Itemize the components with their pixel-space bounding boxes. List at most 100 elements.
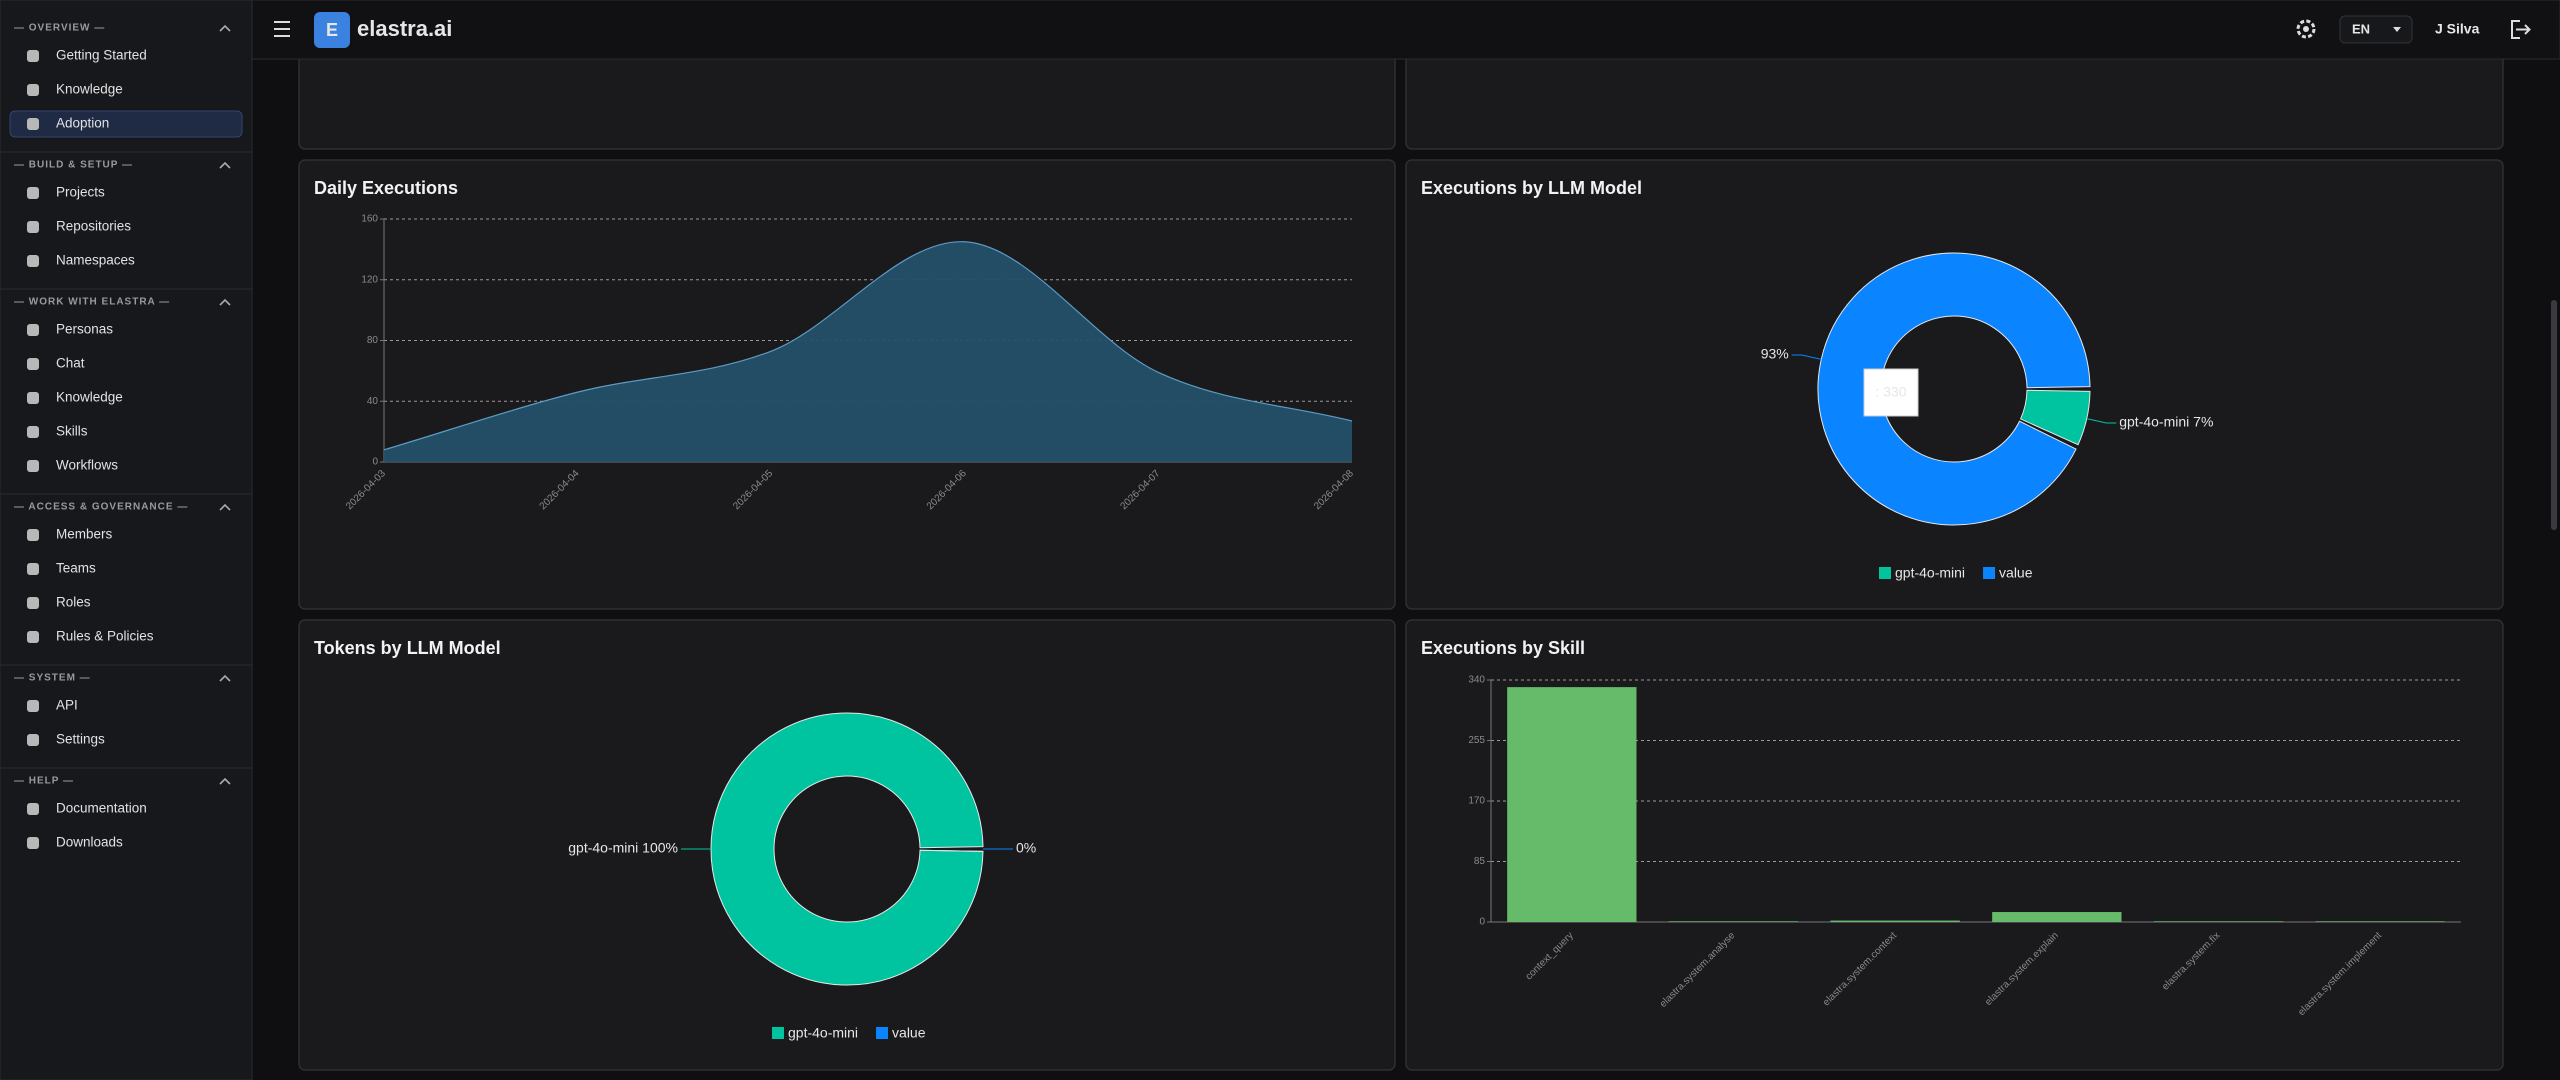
legend-label[interactable]: gpt-4o-mini (1895, 565, 1965, 581)
chart-title: Daily Executions (314, 178, 458, 198)
collapse-chevron[interactable] (219, 777, 231, 785)
nav-icon (27, 563, 39, 575)
nav-item[interactable]: Adoption (56, 116, 109, 131)
nav-icon (27, 187, 39, 199)
nav-icon (27, 700, 39, 712)
theme-toggle[interactable] (2296, 19, 2316, 39)
collapse-chevron[interactable] (219, 503, 231, 511)
logout-button[interactable] (2511, 20, 2531, 39)
nav-item[interactable]: Knowledge (56, 390, 123, 405)
tooltip-text: : 330 (1875, 384, 1906, 400)
section-title[interactable]: — WORK WITH ELASTRA — (14, 297, 170, 308)
bar (2315, 921, 2445, 922)
section-title[interactable]: — HELP — (14, 776, 74, 787)
bar (2153, 921, 2284, 922)
label-leader (1791, 354, 1822, 360)
nav-item[interactable]: Skills (56, 424, 88, 439)
legend-label[interactable]: gpt-4o-mini (788, 1025, 858, 1041)
y-tick-label: 40 (367, 396, 379, 407)
nav-icon (27, 734, 39, 746)
sidebar: — OVERVIEW — Getting Started Knowledge Adop… (0, 0, 253, 1080)
y-tick-label: 0 (1479, 917, 1485, 928)
active-highlight (9, 110, 243, 138)
nav-item[interactable]: Namespaces (56, 253, 135, 268)
section-title[interactable]: — BUILD & SETUP — (14, 160, 133, 171)
y-tick-label: 340 (1468, 675, 1485, 686)
nav-item[interactable]: Rules & Policies (56, 629, 154, 644)
header: E elastra.ai EN J Silva (251, 0, 2560, 60)
nav-icon (27, 529, 39, 541)
legend-label[interactable]: value (892, 1025, 926, 1041)
section-title[interactable]: — ACCESS & GOVERNANCE — (14, 502, 188, 513)
chart-title: Executions by LLM Model (1421, 178, 1642, 198)
card (1405, 619, 2504, 1071)
chart-card: Tokens by LLM Model gpt-4o-mini 100% 0% gpt… (298, 619, 1396, 1071)
nav-item[interactable]: Chat (56, 356, 85, 371)
section-title[interactable]: — OVERVIEW — (14, 23, 105, 34)
header-bar (251, 0, 2560, 60)
slice (2019, 389, 2091, 446)
bar (1668, 921, 1799, 922)
label-leader (2086, 418, 2117, 424)
nav-item[interactable]: Documentation (56, 801, 147, 816)
chart-title: Tokens by LLM Model (314, 638, 501, 658)
brand: elastra.ai (357, 16, 452, 41)
section-title[interactable]: — SYSTEM — (14, 673, 91, 684)
legend-swatch[interactable] (1879, 567, 1891, 579)
area (384, 241, 1352, 462)
nav-icon (27, 118, 39, 130)
nav-item[interactable]: Workflows (56, 458, 118, 473)
nav-icon (27, 426, 39, 438)
nav-item[interactable]: Members (56, 527, 113, 542)
nav-item[interactable]: Repositories (56, 219, 131, 234)
nav-item[interactable]: Personas (56, 322, 113, 337)
nav-item[interactable]: Downloads (56, 835, 123, 850)
menu-button[interactable] (274, 21, 290, 37)
y-tick-label: 170 (1468, 796, 1485, 807)
sidebar-panel (0, 0, 253, 1080)
legend-swatch[interactable] (1983, 567, 1996, 579)
nav-icon (27, 358, 39, 370)
slice-label: 93% (1761, 346, 1789, 362)
collapse-chevron[interactable] (219, 24, 231, 32)
collapse-chevron[interactable] (219, 298, 231, 306)
nav-item[interactable]: Knowledge (56, 82, 123, 97)
nav-icon (27, 50, 39, 62)
y-tick-label: 160 (361, 214, 378, 225)
slice-label: gpt-4o-mini 7% (2119, 414, 2213, 430)
nav-icon (27, 837, 39, 849)
language-select[interactable] (2339, 15, 2413, 44)
y-tick-label: 120 (361, 274, 378, 285)
legend-swatch[interactable] (772, 1027, 784, 1039)
chart-title: Executions by Skill (1421, 638, 1585, 658)
scrollbar[interactable] (2551, 300, 2557, 530)
nav-item[interactable]: Projects (56, 185, 105, 200)
nav-item[interactable]: Teams (56, 561, 96, 576)
logo[interactable] (314, 12, 350, 48)
nav-item[interactable]: API (56, 698, 78, 713)
chart-card: Executions by Skill085170255340context_q… (1405, 619, 2504, 1071)
nav-icon (27, 631, 39, 643)
nav-item[interactable]: Roles (56, 595, 91, 610)
nav-icon (27, 255, 39, 267)
slice-label: 0% (1016, 840, 1036, 856)
nav-icon (27, 221, 39, 233)
nav-icon (27, 460, 39, 472)
slice (1817, 252, 2091, 526)
nav-item[interactable]: Getting Started (56, 48, 147, 63)
slice-label: gpt-4o-mini 100% (568, 840, 678, 856)
nav-icon (27, 324, 39, 336)
collapse-chevron[interactable] (219, 674, 231, 682)
nav-icon (27, 84, 39, 96)
legend-swatch[interactable] (876, 1027, 889, 1039)
tooltip-box (1863, 368, 1919, 417)
user-name[interactable]: J Silva (2435, 21, 2480, 37)
collapse-chevron[interactable] (219, 161, 231, 169)
language: EN (2352, 21, 2370, 36)
legend-label[interactable]: value (1999, 565, 2033, 581)
chart-card: Executions by LLM Model gpt-4o-mini 7% 93%… (1405, 159, 2504, 610)
nav-item[interactable]: Settings (56, 732, 105, 747)
caret (2393, 27, 2401, 32)
